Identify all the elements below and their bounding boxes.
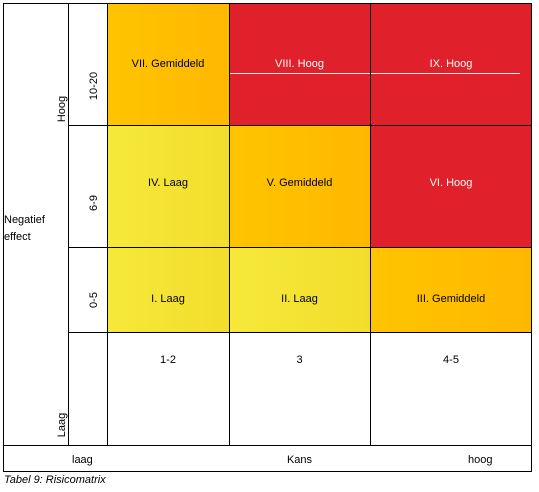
cell-label: II. Laag [281, 293, 318, 305]
grid-v-2 [229, 3, 230, 445]
grid-h-2 [68, 247, 532, 248]
cell-r3-c2: II. Laag [229, 247, 370, 332]
cell-label: VIII. Hoog [275, 58, 324, 70]
grid-v-3 [370, 3, 371, 445]
y-tick-3: 0-5 [88, 292, 100, 308]
grid-h-1 [68, 125, 532, 126]
border-bottom [3, 471, 532, 472]
x-tick-3: 4-5 [443, 354, 459, 366]
cell-r1-c3: IX. Hoog [370, 3, 532, 125]
border-left [3, 3, 4, 472]
y-axis-label-line1: Negatief [4, 214, 45, 226]
table-caption: Tabel 9: Risicomatrix [4, 474, 106, 486]
cell-label: IV. Laag [148, 177, 188, 189]
cell-r3-c3: III. Gemiddeld [370, 247, 532, 332]
y-axis-high: Hoog [56, 95, 68, 123]
border-right [531, 3, 532, 472]
grid-v-1 [107, 3, 108, 445]
cell-label: III. Gemiddeld [416, 293, 486, 305]
cell-r3-c1: I. Laag [107, 247, 229, 332]
border-top [3, 3, 532, 4]
y-tick-2: 6-9 [88, 195, 100, 211]
x-axis-high: hoog [468, 454, 493, 466]
row-separator [229, 73, 520, 74]
risk-matrix-table: VII. Gemiddeld VIII. Hoog IX. Hoog IV. L… [3, 3, 532, 472]
x-axis-label: Kans [286, 454, 313, 466]
y-axis-label-line2: effect [4, 231, 31, 243]
cell-r1-c2: VIII. Hoog [229, 3, 370, 125]
grid-h-3 [68, 332, 532, 333]
grid-h-4 [3, 445, 532, 446]
cell-label: VI. Hoog [429, 177, 473, 189]
y-axis-low: Laag [56, 412, 68, 438]
cell-label: VII. Gemiddeld [131, 58, 205, 70]
x-tick-1: 1-2 [160, 354, 176, 366]
cell-label: I. Laag [151, 293, 185, 305]
cell-label: IX. Hoog [429, 58, 473, 70]
x-axis-low: laag [72, 454, 93, 466]
y-tick-1: 10-20 [88, 71, 100, 101]
cell-r2-c3: VI. Hoog [370, 125, 532, 247]
cell-label: V. Gemiddeld [266, 177, 333, 189]
x-tick-2: 3 [296, 354, 303, 366]
cell-r2-c1: IV. Laag [107, 125, 229, 247]
cell-r1-c1: VII. Gemiddeld [107, 3, 229, 125]
grid-v-axis [68, 3, 69, 445]
cell-r2-c2: V. Gemiddeld [229, 125, 370, 247]
